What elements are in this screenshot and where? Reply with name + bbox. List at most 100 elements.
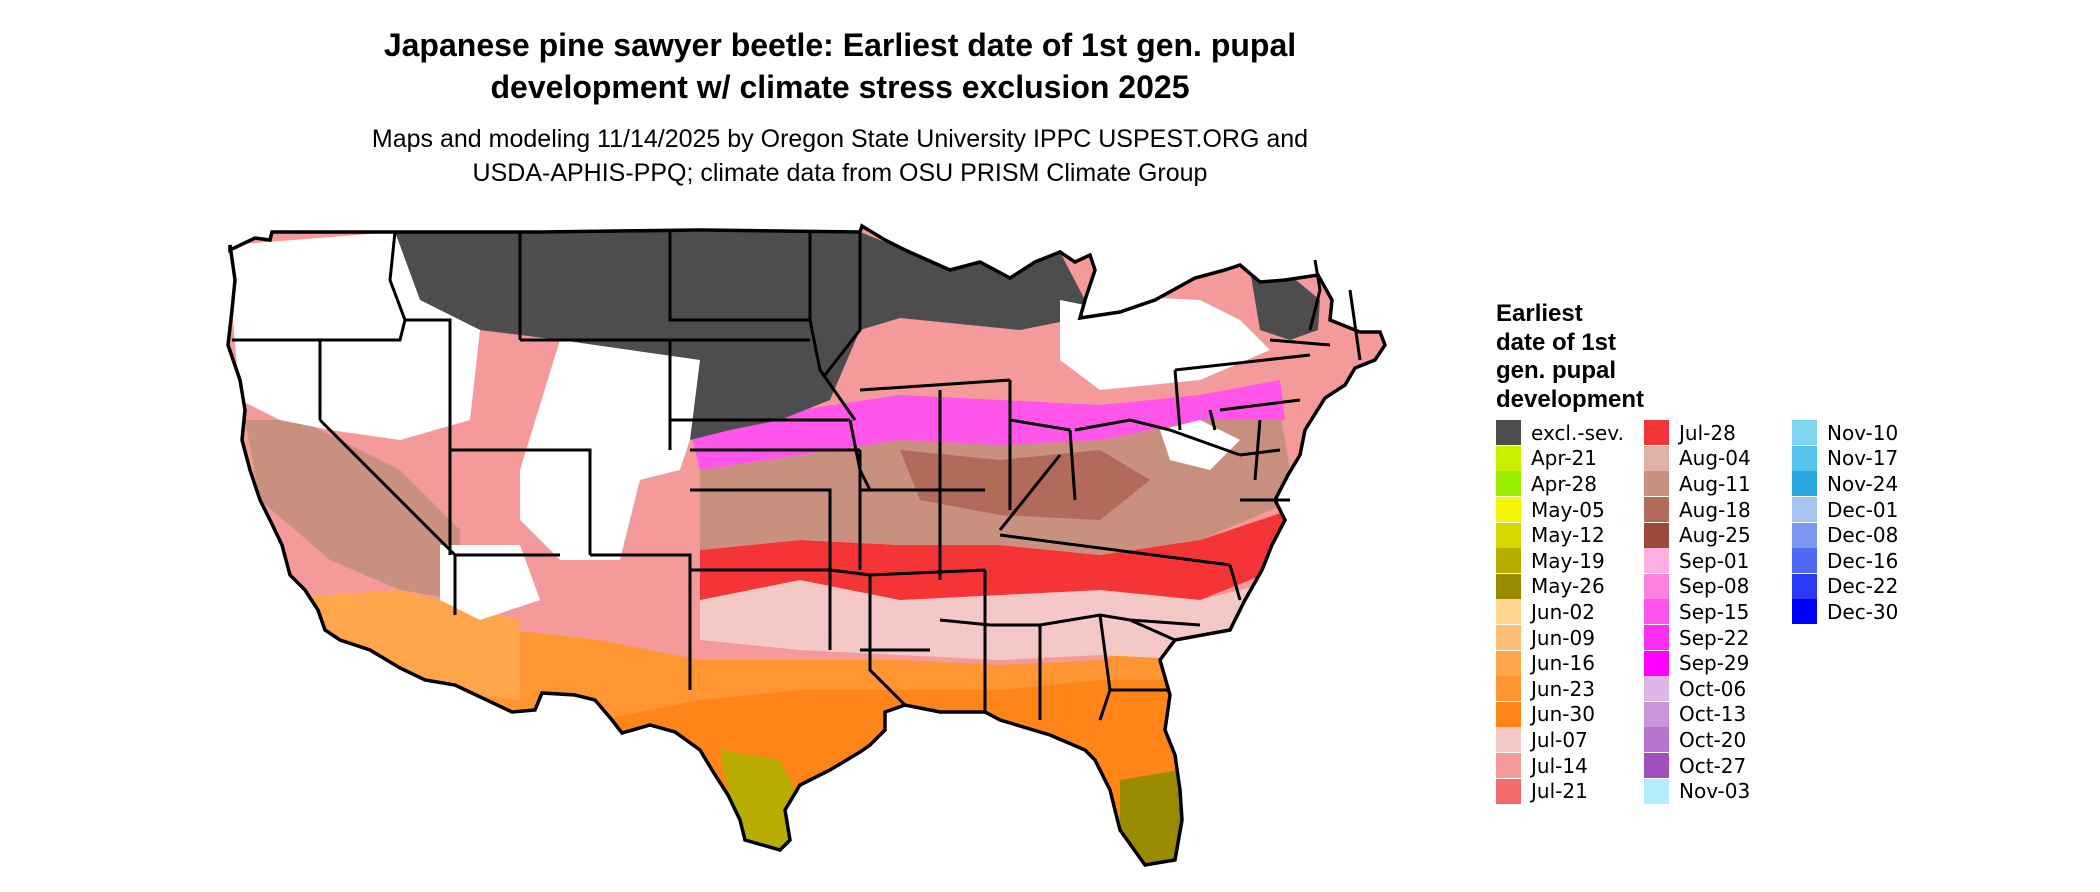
legend-label: May-26: [1531, 574, 1605, 599]
legend-swatch: [1644, 701, 1669, 727]
legend-label: Jun-02: [1531, 599, 1595, 624]
legend-swatch: [1644, 548, 1669, 574]
legend-item: Jun-16: [1496, 650, 1644, 676]
legend-label: Dec-30: [1827, 599, 1899, 624]
legend-swatch: [1496, 420, 1521, 446]
legend-item: Dec-22: [1792, 573, 1940, 600]
legend-swatch: [1644, 471, 1669, 497]
legend-label: Aug-25: [1679, 523, 1751, 548]
legend-swatch: [1792, 599, 1817, 625]
legend-item: Nov-03: [1644, 778, 1792, 804]
legend-label: Apr-21: [1531, 446, 1597, 471]
legend-item: Dec-30: [1792, 599, 1940, 625]
map-title-line-2: development w/ climate stress exclusion …: [490, 69, 1190, 105]
legend-swatch: [1792, 471, 1817, 497]
legend-label: Jul-21: [1531, 779, 1588, 804]
map-title: Japanese pine sawyer beetle: Earliest da…: [300, 24, 1380, 108]
legend-swatch: [1644, 599, 1669, 625]
legend-swatch: [1644, 522, 1669, 548]
legend-item: Jul-28: [1644, 420, 1792, 446]
legend-label: Sep-29: [1679, 651, 1750, 676]
legend-label: Dec-16: [1827, 548, 1899, 573]
legend-label: Oct-13: [1679, 702, 1747, 727]
legend-item: Aug-04: [1644, 445, 1792, 472]
legend-item: May-12: [1496, 522, 1644, 548]
legend-item: Nov-24: [1792, 471, 1940, 497]
legend-swatch: [1644, 650, 1669, 676]
legend-column: Nov-10 Nov-17 Nov-24 Dec-01 Dec-08 Dec-16 Dec-…: [1792, 420, 1940, 804]
legend-label: May-12: [1531, 523, 1605, 548]
legend-label: Dec-22: [1827, 574, 1899, 599]
legend-title-line: Earliest: [1496, 300, 1583, 327]
state-borders: [232, 231, 1362, 721]
legend-item: May-26: [1496, 573, 1644, 600]
legend-swatch: [1496, 445, 1521, 471]
legend-swatch: [1496, 548, 1521, 574]
legend-swatch: [1644, 778, 1669, 804]
legend-label: excl.-sev.: [1531, 420, 1624, 445]
legend-swatch: [1644, 445, 1669, 471]
legend-swatch: [1644, 573, 1669, 599]
legend-swatch: [1644, 497, 1669, 523]
legend-label: Dec-01: [1827, 497, 1899, 522]
legend-item: Sep-08: [1644, 573, 1792, 600]
legend-swatch: [1792, 522, 1817, 548]
legend-item: Jun-23: [1496, 676, 1644, 702]
legend-label: Oct-20: [1679, 727, 1747, 752]
legend-label: Dec-08: [1827, 523, 1899, 548]
legend-item: Aug-18: [1644, 497, 1792, 523]
legend-item: Jul-14: [1496, 753, 1644, 779]
legend-swatch: [1496, 522, 1521, 548]
legend-title-line: date of 1st: [1496, 328, 1617, 356]
legend-label: Aug-18: [1679, 497, 1751, 522]
legend-label: Sep-15: [1679, 599, 1750, 624]
title-block: Japanese pine sawyer beetle: Earliest da…: [300, 24, 1380, 190]
legend-swatch: [1496, 497, 1521, 523]
legend-swatch: [1644, 676, 1669, 702]
legend-item: Dec-16: [1792, 548, 1940, 574]
legend-swatch: [1644, 625, 1669, 651]
legend-label: May-19: [1531, 548, 1605, 573]
legend-swatch: [1496, 573, 1521, 599]
legend-item: Sep-01: [1644, 548, 1792, 574]
legend-title: Earliest date of 1st gen. pupal developm…: [1496, 300, 1686, 414]
legend-swatch: [1792, 573, 1817, 599]
legend-item: Oct-20: [1644, 727, 1792, 753]
legend-item: Dec-08: [1792, 522, 1940, 548]
legend-item: Apr-28: [1496, 471, 1644, 497]
legend-label: Jun-23: [1531, 676, 1595, 701]
legend-item: Oct-13: [1644, 701, 1792, 728]
legend-swatch: [1792, 445, 1817, 471]
legend-label: Jul-14: [1531, 753, 1588, 778]
map-subtitle: Maps and modeling 11/14/2025 by Oregon S…: [300, 122, 1380, 190]
legend-item: Nov-10: [1792, 420, 1940, 446]
map-subtitle-line-2: USDA-APHIS-PPQ; climate data from OSU PR…: [472, 159, 1208, 187]
legend-swatch: [1792, 497, 1817, 523]
legend-item: excl.-sev.: [1496, 420, 1644, 446]
legend-swatch: [1496, 727, 1521, 753]
map-subtitle-line-1: Maps and modeling 11/14/2025 by Oregon S…: [371, 125, 1309, 153]
legend-label: Jul-07: [1531, 727, 1588, 752]
legend-columns: excl.-sev. Apr-21 Apr-28 May-05 May-12 May-19…: [1496, 420, 1940, 804]
legend-item: Oct-27: [1644, 753, 1792, 779]
legend-column: Jul-28 Aug-04 Aug-11 Aug-18 Aug-25 Sep-01 Sep-…: [1644, 420, 1792, 804]
legend-swatch: [1644, 727, 1669, 753]
legend-label: Nov-17: [1827, 446, 1899, 471]
legend-label: Jul-28: [1679, 420, 1736, 445]
legend-item: Jul-21: [1496, 778, 1644, 804]
legend-item: Apr-21: [1496, 445, 1644, 472]
legend-swatch: [1496, 701, 1521, 727]
legend-title-line: gen. pupal: [1496, 357, 1616, 384]
legend-label: Nov-03: [1679, 779, 1751, 804]
legend-label: Jun-09: [1531, 625, 1595, 650]
legend-swatch: [1496, 778, 1521, 804]
legend-item: Sep-15: [1644, 599, 1792, 625]
legend-label: Jun-30: [1531, 702, 1595, 727]
legend-item: Jun-09: [1496, 625, 1644, 651]
legend-label: Jun-16: [1531, 651, 1595, 676]
legend-title-line: development: [1496, 385, 1645, 413]
map-title-line-1: Japanese pine sawyer beetle: Earliest da…: [383, 27, 1297, 63]
legend-item: May-05: [1496, 497, 1644, 523]
legend-swatch: [1496, 625, 1521, 651]
